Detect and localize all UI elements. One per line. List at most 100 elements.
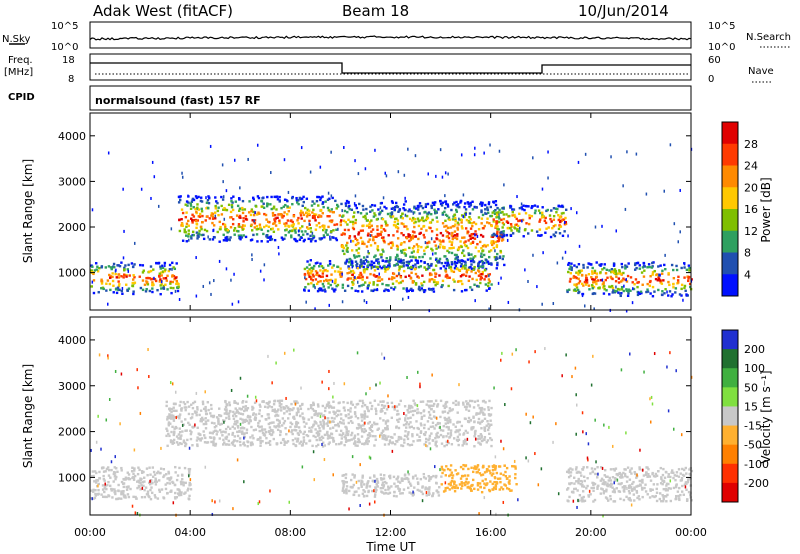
power-cell (438, 199, 442, 203)
power-cell (380, 224, 383, 228)
velocity-cell (333, 417, 336, 420)
velocity-noise-cell (675, 369, 677, 373)
power-cell (225, 239, 228, 242)
power-cell (200, 200, 204, 203)
velocity-cell (282, 407, 286, 410)
velocity-cell (384, 488, 387, 492)
power-cell (319, 208, 323, 212)
velocity-cell (204, 405, 207, 409)
power-cell (345, 260, 348, 263)
velocity-cell (277, 408, 280, 411)
velocity-cell (254, 428, 258, 431)
velocity-cell (323, 444, 327, 447)
power-noise-cell (121, 286, 124, 290)
power-cell (469, 265, 472, 269)
velocity-cell (154, 496, 157, 499)
velocity-cell (605, 484, 609, 487)
power-cell (528, 222, 531, 226)
velocity-cell (353, 440, 357, 443)
power-cell (477, 227, 481, 231)
power-cell (145, 276, 148, 280)
velocity-cell (227, 415, 231, 418)
velocity-cell (249, 441, 253, 445)
power-cell (226, 235, 229, 239)
power-cell (552, 207, 556, 210)
velocity-cell (231, 433, 234, 436)
velocity-cell (364, 429, 367, 433)
velocity-cell (168, 482, 172, 485)
power-cell (323, 236, 326, 239)
power-cell (686, 275, 689, 278)
power-cell (480, 204, 484, 207)
power-cell (229, 210, 233, 214)
power-cell (575, 265, 579, 269)
velocity-cell (184, 481, 187, 485)
velocity-cell (599, 492, 602, 495)
velocity-cell (180, 409, 183, 412)
power-cell (427, 264, 431, 268)
velocity-cell (174, 425, 177, 429)
power-cell (196, 219, 200, 222)
power-cell (412, 221, 416, 225)
velocity-cell (593, 467, 597, 471)
power-cell (120, 289, 124, 293)
velocity-cell (289, 407, 292, 411)
velocity-cell (154, 483, 158, 486)
velocity-cell (454, 403, 458, 406)
velocity-cell (315, 444, 318, 448)
velocity-cell (268, 440, 272, 443)
power-cell (111, 275, 114, 279)
power-cell (292, 228, 296, 231)
power-cell (495, 245, 499, 249)
power-cell (354, 204, 358, 207)
velocity-cell (305, 433, 308, 437)
power-noise-cell (407, 147, 409, 151)
velocity-cell (507, 481, 511, 484)
power-noise-cell (233, 272, 235, 276)
power-cell (440, 285, 443, 289)
power-cell (322, 234, 326, 237)
power-cell (385, 283, 388, 287)
power-cell (545, 209, 548, 213)
velocity-cell (343, 435, 346, 439)
velocity-cell (475, 467, 478, 470)
velocity-cell (381, 483, 384, 487)
velocity-cell (220, 422, 223, 426)
power-cell (496, 261, 499, 265)
power-cell (221, 198, 225, 201)
power-cell (185, 234, 188, 237)
power-cell (335, 228, 338, 231)
power-cell (171, 280, 175, 284)
power-cell (297, 216, 300, 220)
power-cell (453, 234, 456, 237)
power-cell (322, 285, 325, 288)
power-cell (451, 231, 454, 235)
power-cell (228, 238, 231, 242)
power-noise-cell (327, 191, 330, 195)
power-cell (505, 234, 508, 237)
power-cell (122, 276, 125, 279)
power-cell (159, 292, 162, 296)
power-cell (394, 224, 397, 227)
velocity-cell (312, 409, 316, 412)
power-cell (270, 207, 273, 211)
power-cell (600, 263, 603, 266)
power-cell (420, 227, 423, 231)
power-cell (530, 214, 534, 218)
power-noise-cell (341, 209, 343, 213)
power-cell (487, 201, 491, 204)
power-cell (317, 204, 320, 207)
velocity-cell (361, 476, 364, 479)
power-cell (124, 264, 127, 267)
velocity-cell (328, 404, 331, 407)
power-cell (345, 244, 348, 247)
power-cell (554, 224, 557, 227)
power-cell (91, 265, 94, 268)
velocity-cell (223, 412, 227, 415)
velocity-cell (443, 410, 447, 413)
power-cell (391, 201, 394, 204)
power-cell (319, 280, 322, 283)
power-cell (601, 268, 604, 271)
power-cell (414, 259, 418, 262)
velocity-cell (182, 440, 186, 444)
